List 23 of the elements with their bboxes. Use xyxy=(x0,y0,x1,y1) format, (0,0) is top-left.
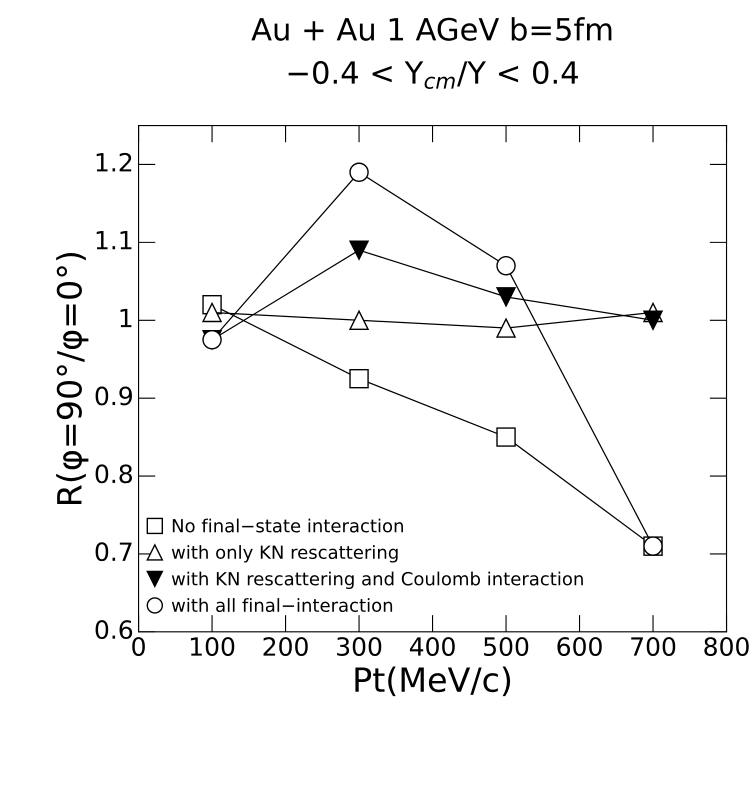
legend-label: with all final−interaction xyxy=(172,598,392,612)
legend-label: with only KN rescattering xyxy=(172,545,398,563)
y-tick-label: 0.9 xyxy=(96,386,132,406)
y-tick-label: 0.8 xyxy=(96,464,132,484)
y-tick-label: 0.6 xyxy=(96,620,132,640)
legend-label: with KN rescattering and Coulomb interaction xyxy=(172,572,583,590)
x-tick-label: 700 xyxy=(631,637,676,656)
x-tick-label: 400 xyxy=(410,637,455,656)
y-tick-label: 0.7 xyxy=(96,542,132,562)
x-axis-title: Pt(MeV/c) xyxy=(355,666,510,696)
y-tick-label: 1.2 xyxy=(96,152,132,172)
x-tick-label: 800 xyxy=(704,637,749,656)
y-tick-label: 1 xyxy=(120,308,132,328)
chart-title: Au + Au 1 AGeV b=5fm −0.4 < Y$_{cm}$/Y < 0.4 xyxy=(251,17,612,89)
x-tick-label: 300 xyxy=(337,637,382,656)
x-tick-label: 200 xyxy=(264,637,308,656)
x-tick-label: 100 xyxy=(190,637,234,656)
y-axis-title: R(φ=90°/φ=0°) xyxy=(56,252,88,504)
x-tick-label: 600 xyxy=(557,637,602,656)
y-tick-label: 1.1 xyxy=(96,231,132,250)
x-tick-label: 0 xyxy=(132,637,145,656)
legend-label: No final−state interaction xyxy=(172,518,403,533)
x-tick-label: 500 xyxy=(484,637,528,656)
